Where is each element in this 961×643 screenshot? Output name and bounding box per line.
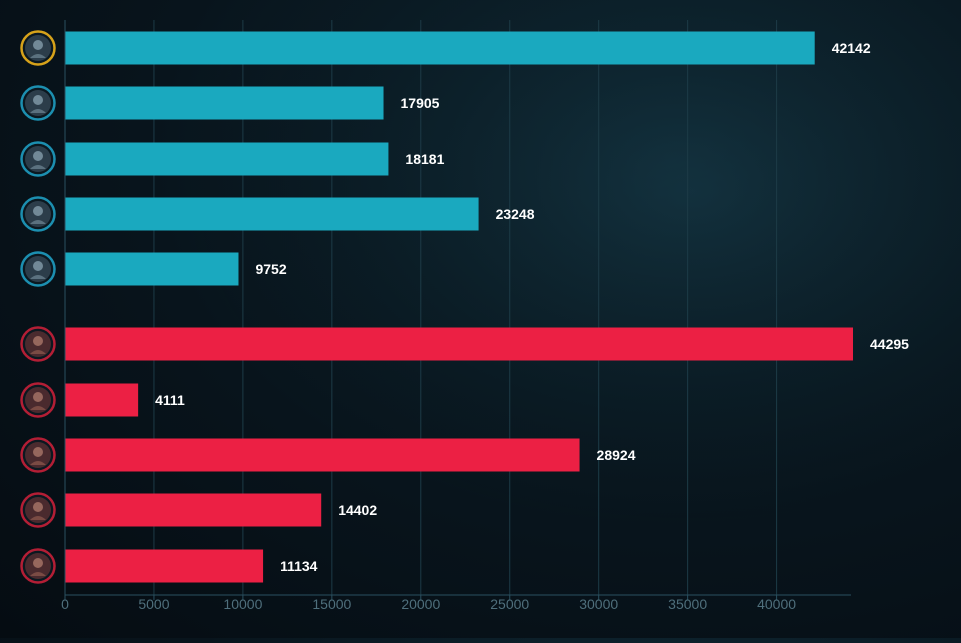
avatar-head xyxy=(33,447,43,457)
champion-avatar xyxy=(20,30,56,66)
tick-label: 40000 xyxy=(757,596,796,612)
champion-avatar xyxy=(20,85,56,121)
tick-label: 10000 xyxy=(223,596,262,612)
bar xyxy=(65,549,264,583)
avatar-head xyxy=(33,95,43,105)
data-label: 11134 xyxy=(280,558,318,574)
data-label: 28924 xyxy=(597,447,636,463)
avatar-head xyxy=(33,392,43,402)
bar xyxy=(65,142,389,176)
champion-avatar xyxy=(20,382,56,418)
data-label: 9752 xyxy=(255,261,286,277)
bar xyxy=(65,383,139,417)
tick-label: 30000 xyxy=(579,596,618,612)
avatar-shoulders xyxy=(30,572,46,576)
avatar-shoulders xyxy=(30,54,46,58)
avatar-head xyxy=(33,151,43,161)
avatar-shoulders xyxy=(30,165,46,169)
champion-avatar xyxy=(20,492,56,528)
data-label: 17905 xyxy=(401,95,440,111)
data-label: 14402 xyxy=(338,502,377,518)
bar xyxy=(65,252,239,286)
avatar-head xyxy=(33,206,43,216)
avatar-shoulders xyxy=(30,406,46,410)
data-label: 4111 xyxy=(155,392,185,408)
avatar-shoulders xyxy=(30,516,46,520)
avatar-shoulders xyxy=(30,350,46,354)
champion-avatar xyxy=(20,196,56,232)
tick-label: 15000 xyxy=(312,596,351,612)
data-label: 42142 xyxy=(832,40,871,56)
bar xyxy=(65,197,479,231)
tick-label: 5000 xyxy=(138,596,169,612)
avatar-head xyxy=(33,336,43,346)
tick-label: 25000 xyxy=(490,596,529,612)
bar xyxy=(65,438,580,472)
bar xyxy=(65,327,853,361)
data-label: 18181 xyxy=(405,151,444,167)
tick-label: 35000 xyxy=(668,596,707,612)
avatar-shoulders xyxy=(30,109,46,113)
champion-avatar xyxy=(20,437,56,473)
champion-avatar xyxy=(20,548,56,584)
avatar-head xyxy=(33,502,43,512)
bar xyxy=(65,86,384,120)
avatar-head xyxy=(33,40,43,50)
tick-label: 20000 xyxy=(401,596,440,612)
avatar-shoulders xyxy=(30,275,46,279)
data-label: 23248 xyxy=(496,206,535,222)
bar xyxy=(65,31,815,65)
champion-avatar xyxy=(20,326,56,362)
tick-label: 0 xyxy=(61,596,69,612)
avatar-head xyxy=(33,261,43,271)
champion-avatar xyxy=(20,141,56,177)
champion-avatar xyxy=(20,251,56,287)
avatar-shoulders xyxy=(30,461,46,465)
avatar-head xyxy=(33,558,43,568)
avatar-shoulders xyxy=(30,220,46,224)
bar xyxy=(65,493,322,527)
data-label: 44295 xyxy=(870,336,909,352)
